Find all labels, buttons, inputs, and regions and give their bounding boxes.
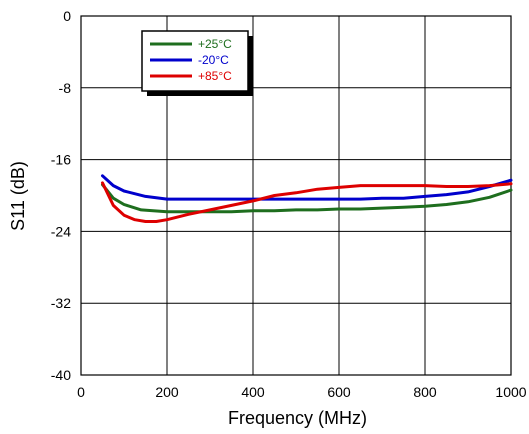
legend: +25°C -20°C +85°C — [141, 30, 253, 96]
x-tick-label: 600 — [327, 384, 351, 400]
y-tick-label: -16 — [51, 152, 71, 168]
legend-label-2: +85°C — [198, 69, 232, 83]
series-line-2 — [101, 181, 513, 223]
legend-label-1: -20°C — [198, 53, 229, 67]
y-tick-label: -40 — [51, 367, 71, 383]
x-tick-label: 400 — [241, 384, 265, 400]
x-tick-label: 800 — [413, 384, 437, 400]
x-tick-label: 200 — [155, 384, 179, 400]
y-tick-label: -32 — [51, 295, 71, 311]
series-layer — [101, 174, 513, 223]
y-axis-title: S11 (dB) — [8, 161, 28, 231]
y-tick-labels: 0 -8 -16 -24 -32 -40 — [51, 8, 71, 383]
y-tick-label: -8 — [59, 80, 72, 96]
x-tick-labels: 0 200 400 600 800 1000 — [77, 384, 527, 400]
x-axis-title: Frequency (MHz) — [228, 408, 367, 428]
x-tick-label: 1000 — [495, 384, 526, 400]
y-tick-label: 0 — [63, 8, 71, 24]
series-line-0 — [101, 183, 513, 214]
legend-label-0: +25°C — [198, 37, 232, 51]
plot-area-frame — [80, 15, 512, 376]
series-line-1 — [101, 174, 513, 201]
x-tick-label: 0 — [77, 384, 85, 400]
y-tick-label: -24 — [51, 223, 71, 239]
